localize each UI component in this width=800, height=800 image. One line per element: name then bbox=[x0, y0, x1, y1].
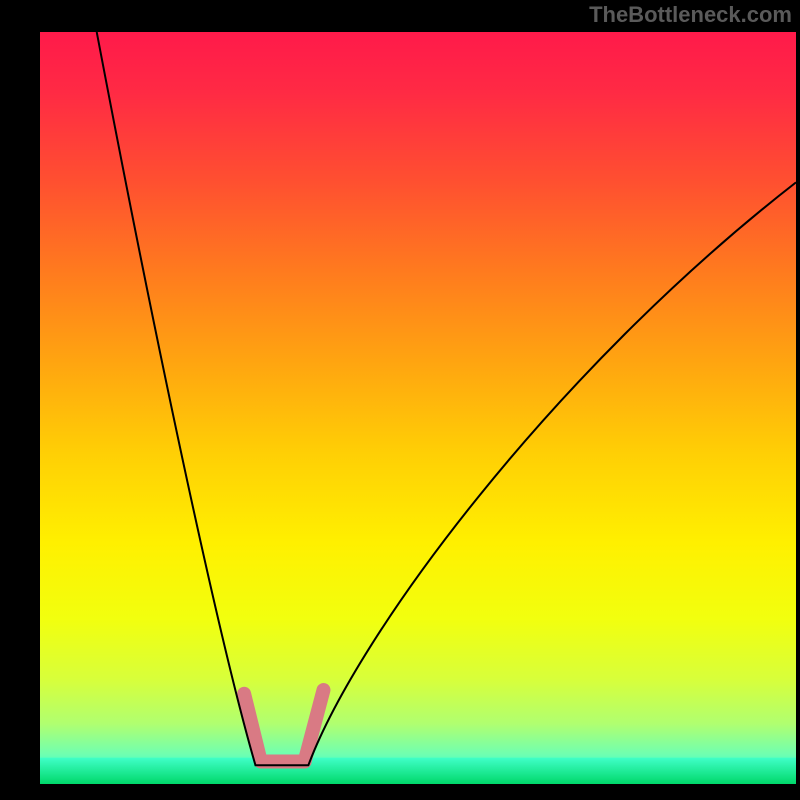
highlight-segment bbox=[244, 690, 323, 761]
curve-layer bbox=[40, 32, 796, 784]
watermark-text: TheBottleneck.com bbox=[589, 2, 792, 28]
bottleneck-curve bbox=[97, 32, 796, 765]
plot-area bbox=[40, 32, 796, 784]
chart-container: TheBottleneck.com bbox=[0, 0, 800, 800]
